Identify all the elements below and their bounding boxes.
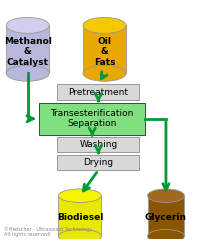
FancyBboxPatch shape (57, 84, 139, 100)
Text: Washing: Washing (79, 140, 117, 149)
Ellipse shape (148, 229, 184, 241)
FancyBboxPatch shape (57, 155, 139, 170)
Bar (59, 196, 101, 236)
Ellipse shape (58, 189, 101, 202)
Text: Biodiesel: Biodiesel (57, 214, 103, 222)
Text: Oil
&
Fats: Oil & Fats (94, 37, 115, 67)
Ellipse shape (6, 65, 49, 81)
Bar (148, 196, 184, 236)
Ellipse shape (6, 17, 49, 33)
FancyBboxPatch shape (57, 137, 139, 152)
Text: Drying: Drying (83, 158, 113, 167)
Text: Methanol
&
Catalyst: Methanol & Catalyst (4, 37, 52, 67)
Ellipse shape (148, 189, 184, 202)
Ellipse shape (58, 229, 101, 241)
Text: ©Hielscher - Ultrasound Technology
All rights reserved!: ©Hielscher - Ultrasound Technology All r… (4, 226, 92, 237)
Text: Transesterification
Separation: Transesterification Separation (51, 109, 134, 128)
Ellipse shape (83, 17, 126, 33)
Text: Glycerin: Glycerin (145, 214, 187, 222)
Bar (83, 25, 126, 73)
Bar (6, 25, 49, 73)
Ellipse shape (83, 65, 126, 81)
FancyBboxPatch shape (39, 103, 145, 135)
Text: Pretreatment: Pretreatment (68, 88, 128, 97)
